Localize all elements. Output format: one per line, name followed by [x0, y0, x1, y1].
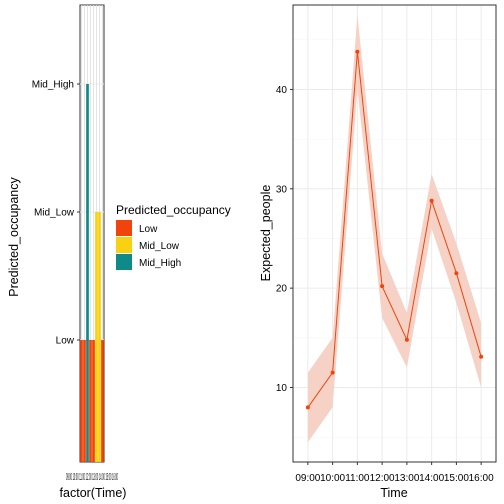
occupancy-y-tick-label: Mid_High — [32, 80, 74, 91]
expected-x-tick-label: 10:00 — [320, 473, 345, 484]
expected-people-point — [355, 49, 360, 54]
expected-people-point — [429, 198, 434, 203]
legend-swatch-mid-low — [116, 237, 132, 253]
expected-x-ticks: 09:00 10:00 11:00 12:00 13:00 14:00 15:00 16:00 — [295, 462, 494, 484]
expected-x-tick-label: 12:00 — [370, 473, 395, 484]
expected-x-tick-label: 11:00 — [345, 473, 370, 484]
expected-plot-border — [292, 4, 497, 463]
expected-x-tick-label: 16:00 — [469, 473, 494, 484]
legend-title: Predicted_occupancy — [116, 203, 231, 217]
expected-y-tick-label: 40 — [276, 85, 288, 96]
occupancy-y-ticks: Low Mid_Low Mid_High — [32, 80, 80, 347]
expected-x-tick-label: 14:00 — [419, 473, 444, 484]
occupancy-legend: Predicted_occupancy Low Mid_Low Mid_High — [116, 203, 231, 270]
occupancy-x-axis-title: factor(Time) — [60, 486, 127, 500]
expected-people-point — [380, 284, 385, 289]
legend-label-mid-low: Mid_Low — [139, 241, 180, 252]
expected-people-line — [307, 51, 482, 408]
expected-x-tick-label: 09:00 — [295, 473, 320, 484]
expected-y-tick-label: 20 — [276, 284, 288, 295]
expected-x-tick-label: 13:00 — [394, 473, 419, 484]
expected-people-point — [454, 271, 459, 276]
occupancy-bar — [89, 340, 92, 462]
legend-swatch-low — [116, 220, 132, 236]
occupancy-bar — [83, 340, 86, 462]
occupancy-bar — [80, 340, 83, 462]
expected-people-point — [305, 405, 310, 410]
occupancy-x-tick-labels: 09:00 10:00 11:00 12:00 13:00 14:00 15:0… — [66, 472, 118, 483]
occupancy-y-axis-title: Predicted_occupancy — [7, 176, 21, 296]
occupancy-y-tick-label: Mid_Low — [34, 208, 75, 219]
expected-people-point — [330, 370, 335, 375]
occupancy-y-tick-label: Low — [56, 336, 75, 347]
expected-y-tick-label: 30 — [276, 184, 288, 195]
occupancy-bar — [98, 212, 101, 462]
expected-people-point — [479, 354, 484, 359]
occupancy-bars — [80, 84, 104, 462]
occupancy-bar — [95, 212, 98, 462]
occupancy-bar — [92, 340, 95, 462]
expected-y-tick-label: 10 — [276, 383, 288, 394]
legend-label-mid-high: Mid_High — [139, 258, 181, 269]
expected-people-points — [305, 49, 484, 410]
occupancy-bar — [101, 340, 104, 462]
expected-y-ticks: 10 20 30 40 — [276, 85, 293, 394]
expected-x-tick-label: 15:00 — [444, 473, 469, 484]
legend-swatch-mid-high — [116, 254, 132, 270]
occupancy-chart: Low Mid_Low Mid_High 09:00 10:00 11:00 12:… — [7, 4, 231, 500]
legend-label-low: Low — [139, 224, 158, 235]
expected-y-axis-title: Expected_people — [259, 185, 273, 282]
confidence-ribbon — [307, 14, 482, 443]
expected-x-axis-title: Time — [380, 486, 407, 500]
expected-people-point — [404, 337, 409, 342]
occupancy-bar — [86, 84, 89, 462]
